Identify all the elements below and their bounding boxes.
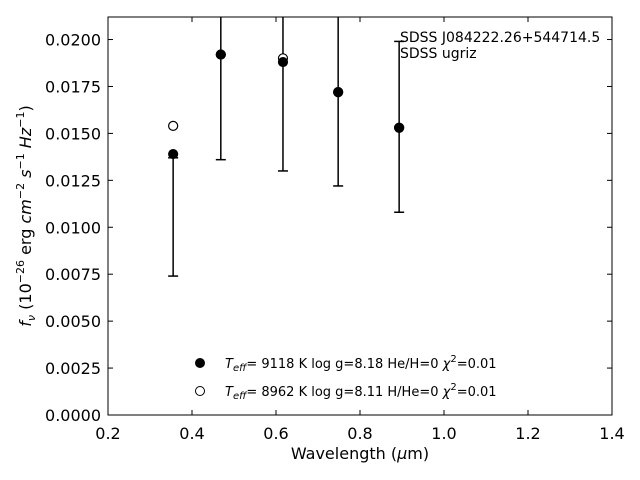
x-tick-label: 0.8 — [347, 424, 372, 443]
axis-ticks: 0.2 0.4 0.6 0.8 1.0 1.2 1.4 0.0000 0.0025 0.0050 0… — [45, 17, 625, 443]
x-tick-label: 1.2 — [515, 424, 540, 443]
y-tick-label: 0.0125 — [45, 171, 101, 190]
legend-marker-filled — [195, 358, 205, 368]
model-point-filled — [215, 49, 226, 60]
y-tick-label: 0.0200 — [45, 31, 101, 50]
x-tick-label: 0.4 — [179, 424, 204, 443]
model-point-filled — [277, 56, 289, 68]
annotation-line-1: SDSS J084222.26+544714.5 — [400, 30, 600, 46]
y-tick-label: 0.0025 — [45, 359, 101, 378]
y-tick-label: 0.0000 — [45, 406, 101, 425]
annotation-line-2: SDSS ugriz — [400, 46, 477, 62]
x-tick-label: 0.2 — [95, 424, 120, 443]
y-tick-label: 0.0100 — [45, 218, 101, 237]
data-points — [168, 49, 405, 160]
model-point-filled — [168, 148, 179, 160]
x-tick-label: 1.0 — [431, 424, 456, 443]
legend-text-series-1: Teff= 9118 K log g=8.18 He/H=0 χ2=0.01 — [225, 354, 497, 374]
y-tick-label: 0.0175 — [45, 77, 101, 96]
model-point-filled — [394, 122, 405, 133]
x-tick-label: 1.4 — [599, 424, 624, 443]
legend-marker-open — [195, 386, 205, 396]
y-tick-label: 0.0075 — [45, 265, 101, 284]
legend-text-series-2: Teff= 8962 K log g=8.11 H/He=0 χ2=0.01 — [225, 382, 497, 402]
x-axis-label: Wavelength (μm) — [291, 444, 429, 463]
x-tick-label: 0.6 — [263, 424, 288, 443]
y-tick-label: 0.0050 — [45, 312, 101, 331]
y-tick-label: 0.0150 — [45, 124, 101, 143]
model-point-open — [168, 120, 179, 131]
model-point-filled — [333, 86, 344, 98]
y-axis-label: fν (10−26 erg cm−2 s−1 Hz−1) — [14, 105, 38, 326]
legend: Teff= 9118 K log g=8.18 He/H=0 χ2=0.01 T… — [195, 354, 497, 402]
plot-area — [107, 16, 613, 416]
